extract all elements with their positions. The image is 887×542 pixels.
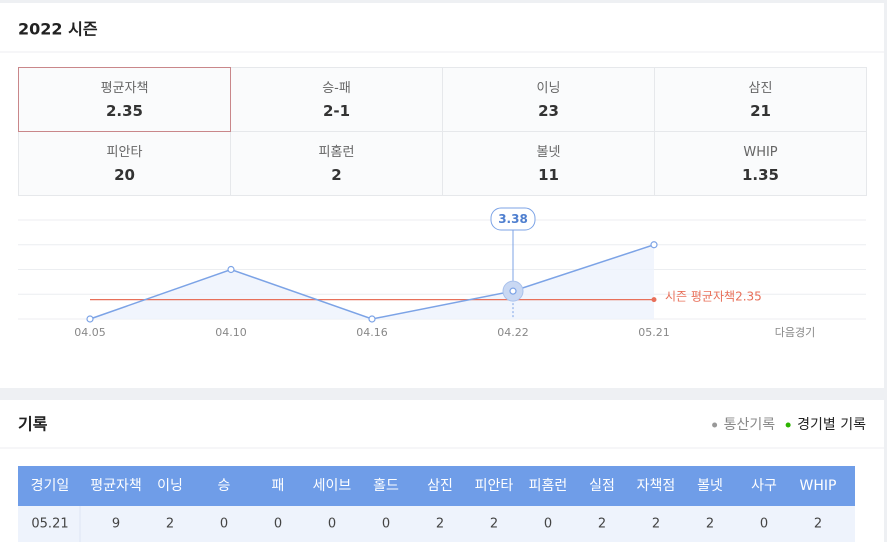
column-header: 이닝 bbox=[157, 478, 183, 494]
stat-label: 피안타 bbox=[107, 145, 143, 160]
season-title: 2022 시즌 bbox=[18, 20, 98, 39]
cell: 0 bbox=[760, 517, 768, 532]
stat-label: 평균자책 bbox=[101, 81, 149, 96]
column-header: 홀드 bbox=[373, 478, 399, 494]
records-title: 기록 bbox=[18, 415, 48, 434]
stat-value: 2.35 bbox=[106, 102, 143, 120]
record-tab[interactable]: 통산기록 bbox=[724, 417, 776, 433]
stat-value: 23 bbox=[538, 102, 559, 120]
x-tick-label: 다음경기 bbox=[775, 326, 815, 339]
tooltip-box bbox=[490, 207, 536, 231]
tooltip-value: 3.38 bbox=[498, 212, 528, 226]
column-header: 경기일 bbox=[31, 478, 70, 494]
column-header: 실점 bbox=[589, 478, 615, 494]
cell: 2 bbox=[598, 517, 606, 532]
stat-value: 21 bbox=[750, 102, 771, 120]
stat-label: WHIP bbox=[743, 145, 777, 160]
cell: 0 bbox=[544, 517, 552, 532]
stat-value: 2-1 bbox=[323, 102, 350, 120]
column-header: 패 bbox=[272, 478, 285, 494]
table-header bbox=[18, 466, 855, 506]
x-tick-label: 05.21 bbox=[638, 326, 670, 339]
column-header: 세이브 bbox=[313, 478, 352, 494]
column-header: 사구 bbox=[751, 478, 777, 494]
reference-dot bbox=[651, 297, 657, 303]
cell: 05.21 bbox=[31, 517, 68, 532]
reference-name: 시즌 평균자책 bbox=[665, 288, 735, 303]
point bbox=[509, 287, 517, 295]
tab-dot bbox=[785, 422, 791, 428]
point bbox=[650, 241, 658, 249]
cell: 2 bbox=[814, 517, 822, 532]
cell: 2 bbox=[490, 517, 498, 532]
point bbox=[86, 315, 94, 323]
stat-value: 1.35 bbox=[742, 166, 779, 184]
column-header: 삼진 bbox=[427, 478, 453, 494]
stat-label: 이닝 bbox=[537, 81, 561, 96]
point bbox=[368, 315, 376, 323]
reference-value: 2.35 bbox=[735, 289, 762, 303]
column-header: 자책점 bbox=[637, 478, 676, 494]
cell: 0 bbox=[220, 517, 228, 532]
record-tab[interactable]: 경기별 기록 bbox=[797, 417, 866, 433]
stat-label: 삼진 bbox=[749, 81, 773, 96]
stat-value: 2 bbox=[331, 166, 341, 184]
x-tick-label: 04.22 bbox=[497, 326, 529, 339]
cell: 2 bbox=[436, 517, 444, 532]
cell: 2 bbox=[652, 517, 660, 532]
cell: 2 bbox=[706, 517, 714, 532]
point bbox=[227, 265, 235, 274]
x-tick-label: 04.05 bbox=[74, 326, 106, 339]
column-header: 평균자책 bbox=[90, 478, 142, 494]
column-header: 피안타 bbox=[475, 478, 514, 494]
column-header: 볼넷 bbox=[697, 478, 723, 494]
x-tick-label: 04.16 bbox=[356, 326, 388, 339]
tab-dot bbox=[712, 422, 718, 428]
cell: 0 bbox=[328, 517, 336, 532]
cell: 0 bbox=[274, 517, 282, 532]
column-header: 피홈런 bbox=[529, 478, 568, 494]
stat-label: 승-패 bbox=[322, 81, 351, 96]
stat-label: 볼넷 bbox=[537, 145, 561, 160]
stat-cell bbox=[654, 131, 867, 196]
reference-label: 시즌 평균자책2.35 bbox=[665, 288, 762, 303]
column-header: 승 bbox=[218, 478, 231, 494]
stat-value: 20 bbox=[114, 166, 135, 184]
cell: 0 bbox=[382, 517, 390, 532]
cell: 2 bbox=[166, 517, 174, 532]
stat-label: 피홈런 bbox=[319, 145, 355, 160]
stat-selected bbox=[18, 67, 231, 132]
stat-value: 11 bbox=[538, 166, 559, 184]
cell: 9 bbox=[112, 517, 120, 532]
table-row bbox=[18, 506, 855, 542]
x-tick-label: 04.10 bbox=[215, 326, 247, 339]
column-header: WHIP bbox=[800, 478, 837, 494]
